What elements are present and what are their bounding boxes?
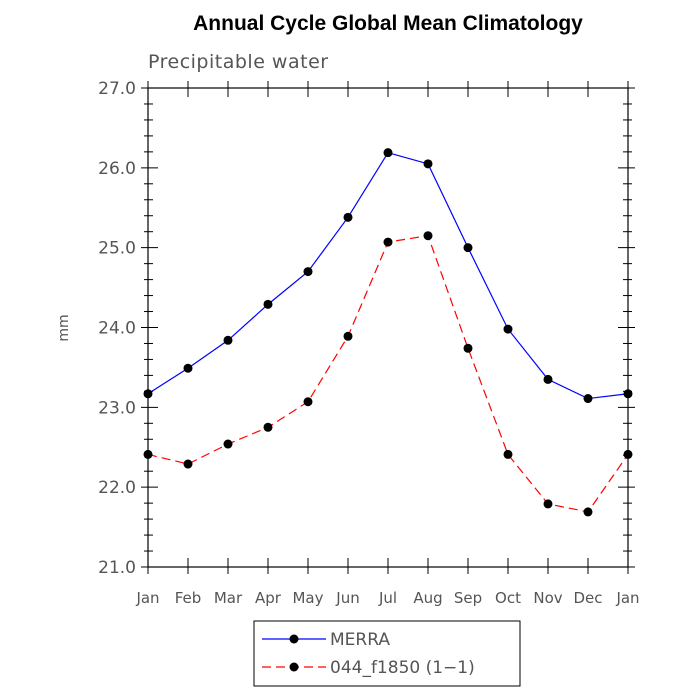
data-point-merra [423, 159, 433, 169]
data-point-merra [303, 267, 313, 277]
data-point-044-f1850-1-1 [263, 422, 273, 432]
y-tick-label: 23.0 [98, 398, 136, 418]
data-point-044-f1850-1-1 [383, 237, 393, 247]
data-point-merra [343, 212, 353, 222]
data-point-merra [183, 363, 193, 373]
data-point-merra [223, 335, 233, 345]
x-tick-label: Jan [615, 589, 639, 607]
legend-label-044-f1850: 044_f1850 (1−1) [330, 658, 475, 678]
x-tick-label: Sep [454, 589, 482, 607]
data-point-merra [463, 243, 473, 253]
data-point-merra [503, 324, 513, 334]
data-point-044-f1850-1-1 [143, 449, 153, 459]
legend-box [253, 620, 521, 687]
data-point-merra [583, 394, 593, 404]
y-tick-label: 27.0 [98, 79, 136, 99]
data-point-merra [263, 299, 273, 309]
y-tick-label: 25.0 [98, 239, 136, 259]
x-tick-label: Mar [214, 589, 243, 607]
data-point-044-f1850-1-1 [543, 499, 553, 509]
series-line-merra [147, 151, 629, 400]
legend-label-merra: MERRA [330, 630, 390, 650]
x-tick-label: Apr [255, 589, 282, 607]
x-tick-label: Nov [533, 589, 562, 607]
data-point-merra [383, 148, 393, 158]
series-line-044-f1850-1-1 [147, 235, 629, 513]
data-point-044-f1850-1-1 [583, 507, 593, 517]
y-tick-labels: 21.0 22.0 23.0 24.0 25.0 26.0 27.0 [98, 79, 136, 578]
plot-frame [147, 87, 629, 568]
data-point-merra [623, 389, 633, 399]
x-tick-label: May [292, 589, 323, 607]
chart-title: Annual Cycle Global Mean Climatology [193, 12, 583, 35]
data-point-merra [143, 389, 153, 399]
y-tick-label: 26.0 [98, 159, 136, 179]
y-tick-label: 22.0 [98, 478, 136, 498]
chart-subtitle: Precipitable water [148, 51, 329, 73]
data-point-044-f1850-1-1 [223, 439, 233, 449]
legend-marker-044-f1850 [289, 662, 299, 672]
data-point-044-f1850-1-1 [183, 459, 193, 469]
data-point-merra [543, 374, 553, 384]
data-point-044-f1850-1-1 [623, 449, 633, 459]
y-axis-label: mm [56, 314, 72, 341]
legend: MERRA 044_f1850 (1−1) [253, 620, 521, 687]
x-tick-label: Feb [175, 589, 202, 607]
series-group [143, 148, 633, 517]
x-tick-label: Jan [135, 589, 159, 607]
data-point-044-f1850-1-1 [503, 449, 513, 459]
data-point-044-f1850-1-1 [303, 397, 313, 407]
data-point-044-f1850-1-1 [423, 231, 433, 241]
x-tick-label: Dec [573, 589, 602, 607]
data-point-044-f1850-1-1 [463, 343, 473, 353]
data-point-044-f1850-1-1 [343, 331, 353, 341]
legend-marker-merra [289, 634, 299, 644]
x-tick-label: Jun [335, 589, 359, 607]
y-tick-label: 24.0 [98, 319, 136, 339]
x-tick-label: Aug [413, 589, 442, 607]
x-tick-labels: Jan Feb Mar Apr May Jun Jul Aug Sep Oct Nov Dec Jan [135, 589, 639, 607]
x-tick-label: Oct [495, 589, 521, 607]
y-tick-label: 21.0 [98, 558, 136, 578]
x-tick-label: Jul [378, 589, 397, 607]
